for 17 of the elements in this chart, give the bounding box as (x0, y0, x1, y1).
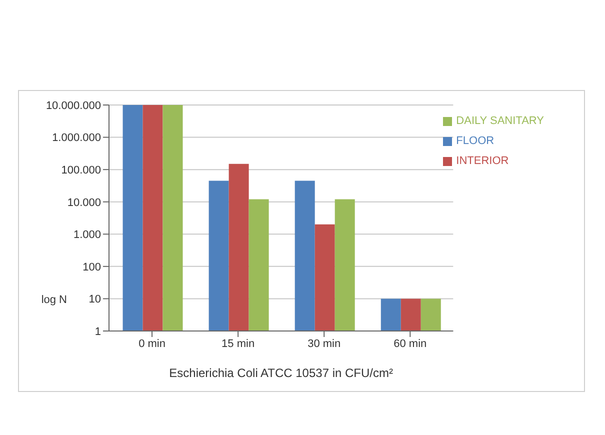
y-tick-label: 1.000 (73, 229, 101, 242)
legend-label: FLOOR (456, 135, 494, 147)
y-tick-label: 100 (82, 261, 101, 274)
legend-label: INTERIOR (456, 155, 509, 167)
y-tick-label: 10 (88, 294, 101, 306)
y-tick-label: 10.000.000 (46, 100, 101, 112)
y-tick-label: 1.000.000 (52, 132, 101, 144)
y-tick-label: 10.000 (67, 196, 101, 209)
y-tick-label: 100.000 (61, 164, 101, 176)
x-tick-label: 60 min (394, 338, 427, 350)
x-tick-label: 0 min (138, 338, 166, 350)
x-tick-label: 15 min (222, 338, 255, 350)
y-axis-title: log N (41, 294, 68, 306)
legend-label: DAILY SANITARY (456, 115, 544, 127)
y-tick-label: 1 (94, 326, 101, 338)
x-tick-label: 30 min (308, 338, 341, 350)
x-axis-title: Eschierichia Coli ATCC 10537 in CFU/cm² (169, 366, 394, 380)
